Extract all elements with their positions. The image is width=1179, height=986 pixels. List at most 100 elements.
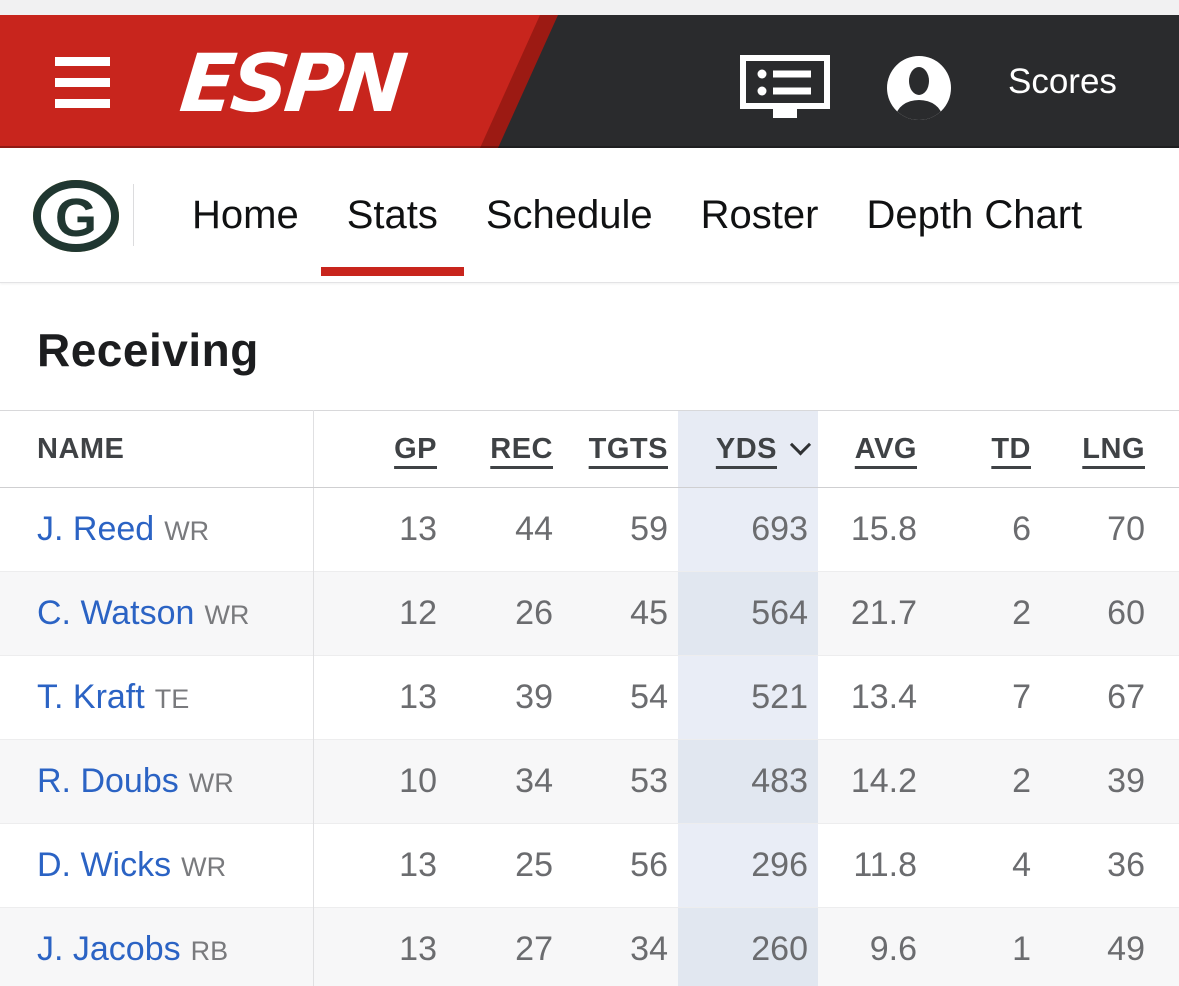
cell-rec: 25 (447, 823, 563, 908)
nav-item-label: Stats (346, 193, 438, 237)
table-row: T. Kraft TE 13 39 54 521 13.4 7 67 (0, 655, 1179, 740)
cell-avg: 11.8 (818, 823, 927, 908)
table-row: C. Watson WR 12 26 45 564 21.7 2 60 (0, 571, 1179, 656)
team-nav-items: Home Stats Schedule Roster Depth Chart (192, 148, 1082, 283)
cell-player: C. Watson WR (0, 571, 313, 656)
team-nav: G Home Stats Schedule Roster Depth Chart (0, 148, 1179, 283)
player-position: WR (188, 768, 234, 798)
col-header-rec[interactable]: REC (447, 410, 563, 488)
col-header-label: AVG (854, 432, 917, 465)
col-header-label: YDS (715, 432, 777, 465)
cell-rec: 26 (447, 571, 563, 656)
espn-logo-text: ESPN (176, 37, 410, 130)
col-header-label: REC (490, 432, 553, 465)
player-name-link[interactable]: D. Wicks (37, 846, 172, 884)
row-pad (1155, 488, 1179, 572)
cell-avg: 9.6 (818, 907, 927, 986)
col-header-lng[interactable]: LNG (1041, 410, 1155, 488)
col-header-label: GP (394, 432, 437, 465)
main-content: Receiving NAME GP REC TGTS YDS AVG TD LNG J. Re… (0, 283, 1179, 986)
cell-player: T. Kraft TE (0, 655, 313, 740)
col-header-tgts[interactable]: TGTS (563, 410, 678, 488)
receiving-stats-table: NAME GP REC TGTS YDS AVG TD LNG J. Reed WR 13 44 59… (0, 410, 1179, 986)
row-pad (1155, 823, 1179, 908)
player-name-link[interactable]: T. Kraft (37, 678, 145, 716)
cell-tgts: 34 (563, 907, 678, 986)
row-pad (1155, 655, 1179, 740)
cell-yds: 296 (678, 823, 818, 908)
cell-avg: 15.8 (850, 510, 917, 548)
tab-schedule[interactable]: Schedule (486, 148, 653, 283)
player-name-link[interactable]: J. Reed (37, 510, 155, 548)
tab-home[interactable]: Home (192, 148, 299, 283)
cell-tgts: 53 (563, 739, 678, 824)
cell-rec: 39 (447, 655, 563, 740)
cell-tgts: 54 (563, 655, 678, 740)
menu-icon[interactable] (55, 57, 110, 108)
table-row: J. Reed WR 13 44 59 693 15.8 6 70 (0, 487, 1179, 572)
active-tab-underline (320, 267, 464, 276)
packers-logo-letter: G (55, 188, 97, 248)
col-header-gp[interactable]: GP (312, 410, 447, 488)
nav-item-label: Schedule (485, 193, 653, 237)
cell-tgts: 56 (563, 823, 678, 908)
cell-player: J. Jacobs RB (0, 907, 313, 986)
espn-header: ESPN Scores (0, 15, 1179, 148)
table-row: R. Doubs WR 10 34 53 483 14.2 2 39 (0, 739, 1179, 824)
player-position: WR (164, 516, 210, 546)
packers-logo[interactable]: G (33, 180, 119, 252)
col-header-label: NAME (37, 432, 125, 465)
cell-gp: 12 (312, 571, 447, 656)
col-header-yds[interactable]: YDS (678, 410, 818, 488)
espn-logo[interactable]: ESPN (168, 35, 468, 130)
cell-yds: 521 (678, 655, 818, 740)
cell-yds: 260 (678, 907, 818, 986)
cell-player: R. Doubs WR (0, 739, 313, 824)
cell-td: 6 (1012, 510, 1031, 548)
cell-td: 1 (927, 907, 1041, 986)
player-name-link[interactable]: R. Doubs (37, 762, 179, 800)
player-name-link[interactable]: C. Watson (37, 594, 195, 632)
cell-avg: 14.2 (818, 739, 927, 824)
cell-td: 4 (927, 823, 1041, 908)
cell-yds: 483 (678, 739, 818, 824)
cell-avg: 21.7 (818, 571, 927, 656)
cell-gp: 13 (312, 907, 447, 986)
col-header-td[interactable]: TD (927, 410, 1041, 488)
table-row: J. Jacobs RB 13 27 34 260 9.6 1 49 (0, 907, 1179, 986)
table-row: D. Wicks WR 13 25 56 296 11.8 4 36 (0, 823, 1179, 908)
col-header-name: NAME (0, 410, 313, 488)
cell-yds: 693 (678, 487, 818, 572)
tab-stats[interactable]: Stats (320, 148, 464, 283)
nav-item-label: Depth Chart (866, 193, 1083, 237)
tab-roster[interactable]: Roster (701, 148, 819, 283)
cell-gp: 10 (312, 739, 447, 824)
cell-tgts: 45 (563, 571, 678, 656)
cell-lng: 36 (1041, 823, 1155, 908)
nav-item-label: Home (192, 193, 299, 237)
cell-lng: 39 (1041, 739, 1155, 824)
scores-link[interactable]: Scores (1008, 61, 1117, 101)
nav-divider (133, 184, 134, 246)
cell-td: 7 (927, 655, 1041, 740)
page-title: Receiving (37, 324, 259, 376)
header-pad (1155, 410, 1179, 488)
tab-depth-chart[interactable]: Depth Chart (866, 148, 1082, 283)
cell-player: J. Reed WR (0, 488, 313, 572)
cell-rec: 34 (447, 739, 563, 824)
cell-lng: 70 (1107, 510, 1145, 548)
col-header-avg[interactable]: AVG (818, 410, 927, 488)
scoreboard-list-icon[interactable] (740, 55, 830, 119)
player-name-link[interactable]: J. Jacobs (37, 930, 181, 969)
player-position: RB (190, 936, 229, 967)
status-bar-strip (0, 0, 1179, 15)
cell-td: 2 (927, 571, 1041, 656)
row-pad (1155, 739, 1179, 824)
cell-td: 2 (927, 739, 1041, 824)
player-position: WR (181, 852, 227, 882)
col-header-label: LNG (1082, 432, 1145, 465)
profile-icon[interactable] (886, 55, 952, 121)
cell-lng: 67 (1041, 655, 1155, 740)
cell-avg: 13.4 (818, 655, 927, 740)
table-header-row: NAME GP REC TGTS YDS AVG TD LNG (0, 410, 1179, 488)
